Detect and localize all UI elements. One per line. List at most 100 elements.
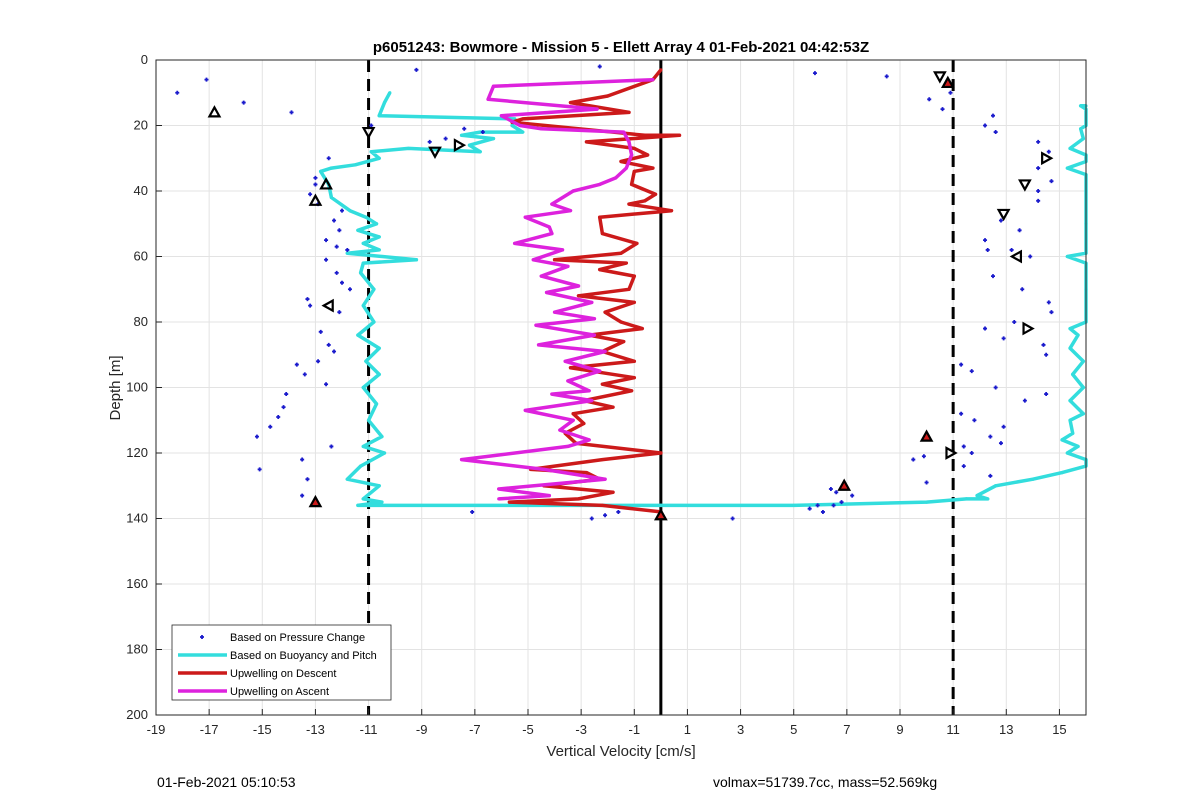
series-point	[406, 146, 411, 151]
series-point	[497, 497, 501, 501]
triangle-marker	[945, 446, 958, 460]
series-point	[630, 153, 634, 157]
pressure-point	[326, 342, 331, 347]
series-point	[598, 268, 602, 272]
chart-title: p6051243: Bowmore - Mission 5 - Ellett A…	[373, 39, 869, 56]
series-point	[382, 100, 387, 105]
pressure-point	[1036, 166, 1041, 171]
series-point	[603, 349, 607, 354]
series-point	[632, 169, 636, 173]
y-tick-label: 20	[134, 118, 148, 133]
x-tick-label: 5	[790, 722, 797, 737]
pressure-point	[983, 326, 988, 331]
series-point	[510, 123, 514, 128]
series-point	[369, 150, 373, 154]
footer-stats: volmax=51739.7cc, mass=52.569kg	[713, 774, 938, 790]
series-point	[459, 457, 464, 462]
series-point	[499, 114, 504, 118]
pressure-point	[1049, 179, 1054, 184]
pressure-point	[924, 480, 929, 485]
pressure-point	[305, 477, 310, 482]
series-point	[669, 209, 674, 213]
pressure-point	[326, 156, 331, 161]
pressure-point	[884, 74, 889, 79]
series-point	[380, 435, 384, 439]
pressure-point	[347, 287, 352, 292]
pressure-point	[972, 418, 977, 423]
series-point	[587, 389, 591, 393]
series-point	[677, 133, 682, 137]
pressure-point	[998, 218, 1003, 223]
pressure-point	[462, 126, 467, 131]
series-point	[643, 199, 647, 203]
triangle-marker	[207, 105, 222, 118]
series-point	[486, 97, 490, 101]
grid	[155, 59, 1086, 716]
pressure-point	[313, 175, 318, 180]
series-point	[576, 497, 581, 501]
series-point	[595, 107, 599, 111]
series-point	[542, 467, 546, 471]
y-ticks: 0 20 40 60 80 100 120 140 160 180 200	[126, 52, 162, 722]
series-point	[632, 300, 636, 304]
series-point	[372, 287, 376, 291]
triangle-marker	[1041, 151, 1054, 166]
x-tick-label: -9	[416, 722, 428, 737]
series-point	[1081, 412, 1085, 416]
triangle-marker	[321, 298, 334, 313]
series-point	[377, 346, 381, 350]
y-tick-label: 140	[126, 511, 148, 526]
pressure-point	[1028, 254, 1033, 259]
series-point	[1068, 346, 1072, 350]
series-point	[366, 418, 371, 422]
triangle-marker	[932, 71, 947, 84]
series-point	[632, 274, 636, 278]
pressure-point	[959, 411, 964, 416]
series-point	[1068, 418, 1072, 422]
pressure-point	[983, 238, 988, 243]
series-point	[1076, 444, 1080, 449]
series-point	[632, 376, 636, 380]
series-point	[356, 228, 360, 232]
series-point	[521, 117, 525, 121]
pressure-point	[334, 270, 339, 275]
x-tick-label: 3	[737, 722, 744, 737]
series-point	[361, 241, 365, 245]
series-point	[619, 159, 623, 164]
pressure-point	[730, 516, 735, 521]
series-point	[388, 91, 392, 95]
series-point	[600, 382, 605, 386]
pressure-point	[308, 192, 313, 197]
pressure-point	[969, 451, 974, 455]
pressure-point	[268, 424, 273, 429]
pressure-point	[324, 257, 329, 262]
series-point	[545, 290, 549, 295]
series-point	[1065, 451, 1069, 455]
series-point	[566, 264, 570, 268]
series-point	[361, 261, 365, 265]
pressure-point	[603, 513, 608, 518]
pressure-point	[991, 113, 995, 118]
series-point	[645, 153, 650, 157]
series-point	[1071, 431, 1075, 435]
series-point	[600, 503, 605, 507]
pressure-point	[480, 130, 485, 135]
series-point	[619, 320, 623, 324]
pressure-point	[427, 139, 432, 144]
y-tick-label: 180	[126, 642, 148, 657]
pressure-point	[318, 329, 323, 334]
triangle-marker	[1022, 321, 1035, 336]
legend-label: Upwelling on Descent	[230, 668, 336, 680]
pressure-point	[324, 382, 329, 387]
x-tick-label: -17	[200, 722, 219, 737]
x-tick-label: 1	[684, 722, 691, 737]
series-point	[1068, 399, 1072, 403]
series-point	[1060, 438, 1064, 442]
pressure-point	[305, 297, 310, 302]
pressure-point	[589, 516, 594, 521]
series-point	[630, 389, 634, 393]
series-point	[526, 503, 530, 507]
series-point	[467, 143, 472, 147]
pressure-point	[1044, 352, 1049, 357]
series-point	[552, 310, 557, 314]
